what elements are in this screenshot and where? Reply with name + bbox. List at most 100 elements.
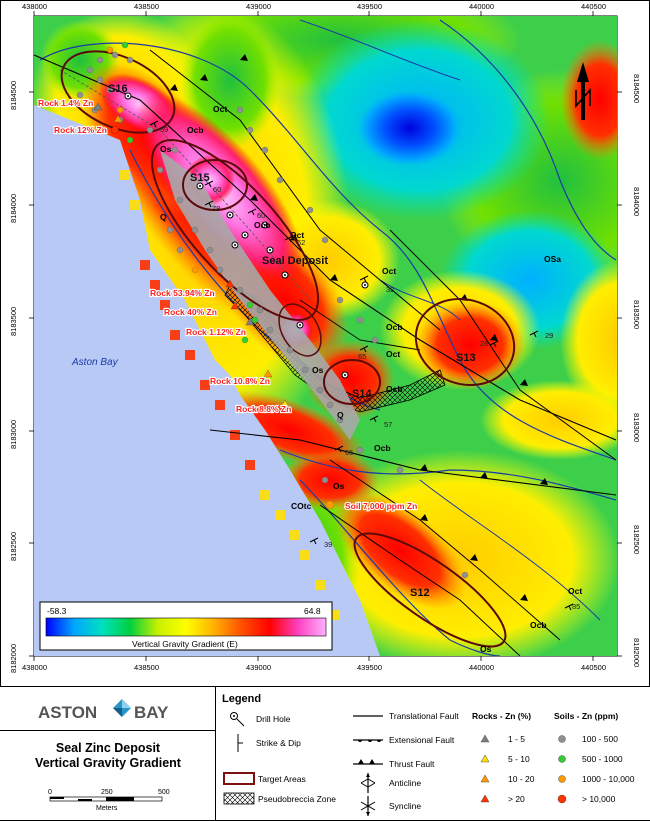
y-tick-label: 8183500 — [632, 300, 641, 329]
pseudobreccia-swatch — [223, 792, 255, 805]
geology-label: Ocb — [187, 125, 204, 135]
legend-symbol-label: Target Areas — [258, 774, 306, 784]
scale-bar: 0 250 500 Meters — [48, 789, 170, 812]
y-tick-label: 8184000 — [9, 194, 18, 223]
soil-legend-label: > 10,000 — [582, 794, 616, 804]
gravity-map: S16 S15 S14 S13 S12 Seal Deposit Aston B… — [9, 2, 641, 673]
soil-symbols — [557, 735, 567, 804]
sample-label: Rock 10.8% Zn — [210, 376, 270, 386]
x-tick-label: 439500 — [357, 2, 382, 11]
extensional-fault-icon — [353, 739, 383, 742]
scale-tick: 0 — [48, 789, 52, 796]
target-label-s12: S12 — [410, 587, 430, 599]
y-tick-label: 8183500 — [9, 307, 18, 336]
x-tick-label: 438500 — [134, 2, 159, 11]
soil-legend-label: 1000 - 10,000 — [582, 774, 635, 784]
bay-label: Aston Bay — [71, 357, 119, 368]
dip-value: 78 — [212, 204, 220, 213]
legend-fault-label: Syncline — [389, 801, 421, 811]
geology-label: Q — [337, 410, 344, 420]
deposit-label: Seal Deposit — [262, 255, 328, 267]
geology-label: Os — [160, 144, 172, 154]
geology-label: Oct — [386, 349, 400, 359]
sample-label: Rock 8.8% Zn — [236, 404, 291, 414]
x-tick-label: 438000 — [22, 2, 47, 11]
x-tick-label: 439000 — [246, 2, 271, 11]
rock-legend-label: 5 - 10 — [508, 754, 530, 764]
legend-fault-label: Translational Fault — [389, 711, 459, 721]
geology-label: OSa — [544, 254, 561, 264]
colorbar-max: 64.8 — [304, 606, 321, 616]
rock-legend-label: 10 - 20 — [508, 774, 535, 784]
north-arrow — [575, 62, 591, 120]
rock-symbols — [480, 734, 490, 803]
x-tick-label: 438500 — [134, 663, 159, 672]
y-tick-label: 8182500 — [632, 525, 641, 554]
dip-value: 39 — [324, 540, 332, 549]
sample-label: Rock 53.94% Zn — [150, 288, 215, 298]
colorbar-min: -58.3 — [47, 606, 67, 616]
legend-fault-label: Thrust Fault — [389, 759, 435, 769]
y-tick-label: 8184000 — [632, 187, 641, 216]
legend-fault-label: Extensional Fault — [389, 735, 455, 745]
geology-label: Q — [160, 212, 167, 222]
rock-legend-label: > 20 — [508, 794, 525, 804]
geology-label: Os — [480, 644, 492, 654]
aston-bay-logo: ASTON BAY — [38, 699, 169, 722]
colorbar: -58.3 64.8 Vertical Gravity Gradient (E) — [39, 601, 333, 651]
drill-hole-icon — [230, 712, 245, 727]
x-tick-label: 439000 — [246, 663, 271, 672]
rock-legend-label: 1 - 5 — [508, 734, 525, 744]
dip-value: 28 — [480, 339, 488, 348]
dip-value: 65 — [358, 352, 366, 361]
soil-legend-label: 500 - 1000 — [582, 754, 623, 764]
logo-diamond-icon — [113, 699, 131, 717]
geology-label: Ocb — [530, 620, 547, 630]
soil-legend-label: 100 - 500 — [582, 734, 618, 744]
geology-label: Oct — [568, 586, 582, 596]
dip-value: 60 — [213, 185, 221, 194]
dip-value: 32 — [386, 285, 394, 294]
rocks-legend-title: Rocks - Zn (%) — [472, 711, 531, 721]
y-tick-label: 8182000 — [9, 644, 18, 673]
geology-label: Ocb — [386, 322, 403, 332]
geology-label: Os — [312, 365, 324, 375]
dip-value: 65 — [345, 448, 353, 457]
legend-symbol-label: Pseudobreccia Zone — [258, 794, 336, 804]
geology-label: Ocb — [386, 384, 403, 394]
strike-dip-icon — [237, 734, 243, 752]
map-title-line1: Seal Zinc Deposit — [56, 741, 161, 755]
dip-value: 29 — [545, 331, 553, 340]
sample-label: Rock 1.4% Zn — [38, 98, 93, 108]
legend-title: Legend — [222, 693, 261, 705]
legend-symbol-label: Strike & Dip — [256, 738, 301, 748]
target-label-s14: S14 — [352, 388, 372, 400]
dip-value: 60 — [257, 211, 265, 220]
target-label-s13: S13 — [456, 352, 476, 364]
sample-label: Soil 7,000 ppm Zn — [345, 501, 417, 511]
map-title-line2: Vertical Gravity Gradient — [35, 756, 182, 770]
legend-symbol-label: Drill Hole — [256, 714, 291, 724]
geology-label: Os — [333, 481, 345, 491]
anticline-icon — [360, 773, 376, 793]
x-tick-label: 440000 — [469, 663, 494, 672]
geology-label: Oct — [213, 104, 227, 114]
logo-text-right: BAY — [134, 703, 169, 722]
x-tick-label: 440000 — [469, 2, 494, 11]
y-tick-label: 8182000 — [632, 638, 641, 667]
y-tick-label: 8183000 — [632, 413, 641, 442]
geology-label: Oct — [290, 230, 304, 240]
x-tick-label: 438000 — [22, 663, 47, 672]
x-tick-label: 440500 — [581, 663, 606, 672]
soils-legend-title: Soils - Zn (ppm) — [554, 711, 618, 721]
y-tick-label: 8184500 — [632, 74, 641, 103]
dip-value: 59 — [160, 125, 168, 134]
colorbar-label: Vertical Gravity Gradient (E) — [132, 639, 238, 649]
geology-label: Ocb — [374, 443, 391, 453]
syncline-icon — [360, 796, 376, 816]
dip-value: 85 — [572, 602, 580, 611]
geology-label: Oct — [382, 266, 396, 276]
dip-value: 62 — [297, 238, 305, 247]
sample-label: Rock 40% Zn — [164, 307, 217, 317]
thrust-fault-icon — [353, 759, 383, 765]
